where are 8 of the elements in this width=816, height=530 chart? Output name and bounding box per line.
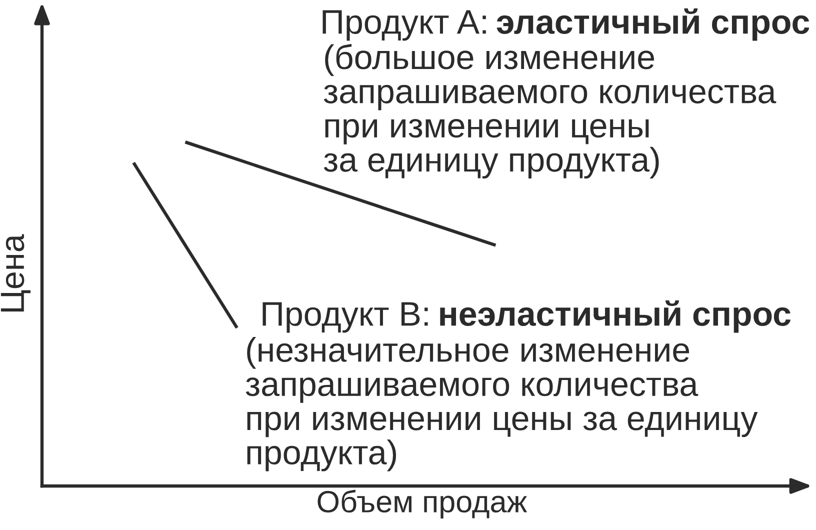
annotation: неэластичный спрос [440, 300, 791, 333]
annotation: (большое изменение запрашиваемого количества при изменении цены за единицу продукта) [324, 44, 776, 179]
annotation: (незначительное изменение запрашиваемого количества при изменении цены за единицу продукта) [246, 337, 758, 472]
y-axis-title: Цена [0, 234, 31, 312]
annotation: Продукт B: [262, 302, 428, 333]
text: Продукт A: [322, 10, 486, 41]
text: эластичный спрос [496, 8, 810, 41]
x-axis-title: Объем продаж [318, 490, 528, 519]
